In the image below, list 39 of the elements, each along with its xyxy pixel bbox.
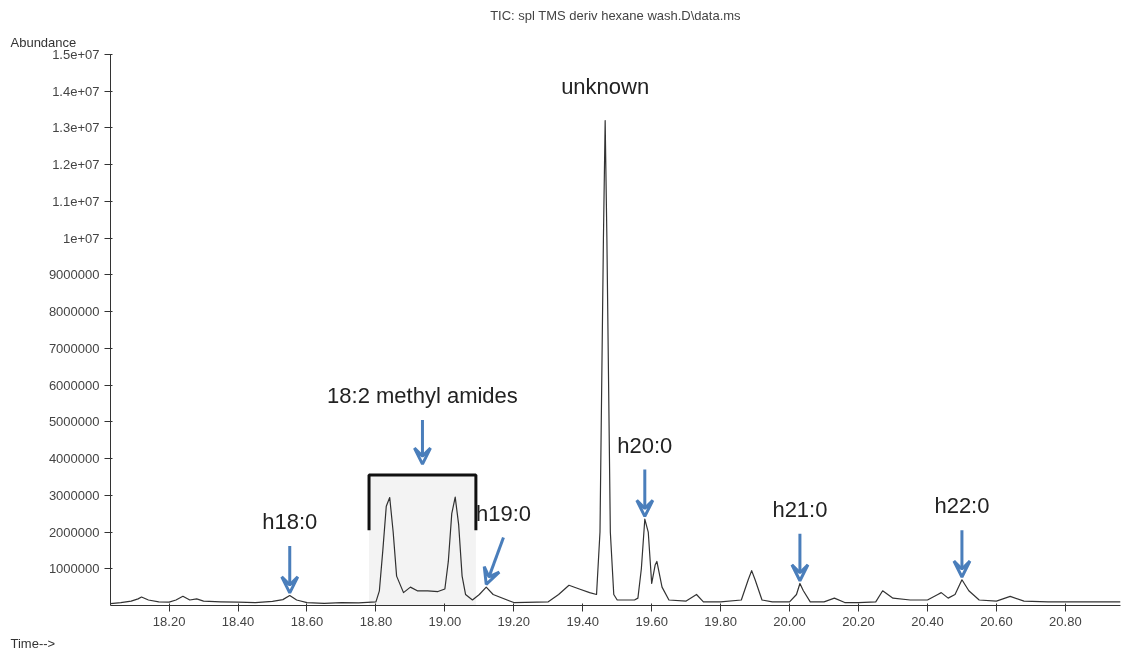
y-tick-label: 4000000 xyxy=(48,451,100,467)
y-tick-label: 8000000 xyxy=(48,304,100,320)
y-tick-label: 1.3e+07 xyxy=(52,120,100,136)
band-label: 18:2 methyl amides xyxy=(327,383,518,408)
y-tick-label: 2000000 xyxy=(48,524,100,540)
y-tick-label: 6000000 xyxy=(48,377,100,393)
x-tick-label: 19.40 xyxy=(566,613,600,629)
y-tick-label: 9000000 xyxy=(48,267,100,283)
x-axis-title: Time--> xyxy=(10,635,56,651)
x-tick-label: 19.20 xyxy=(497,613,531,629)
x-tick-label: 20.00 xyxy=(773,613,806,629)
y-tick-label: 5000000 xyxy=(48,414,100,430)
x-tick-label: 19.00 xyxy=(428,613,462,629)
y-tick-label: 1000000 xyxy=(48,561,100,577)
x-tick-label: 20.80 xyxy=(1049,613,1082,629)
y-tick-label: 1.5e+07 xyxy=(52,47,100,62)
x-tick-label: 18.80 xyxy=(359,613,393,629)
x-tick-label: 18.60 xyxy=(290,613,324,629)
annotation: h18:0 xyxy=(262,508,318,534)
x-tick-label: 20.40 xyxy=(911,613,944,629)
annotation: h22:0 xyxy=(934,493,990,519)
annotation: unknown xyxy=(561,73,650,99)
x-tick-label: 19.60 xyxy=(635,613,668,629)
y-axis-title: Abundance xyxy=(10,34,77,50)
annotation: h20:0 xyxy=(617,432,673,458)
y-tick-label: 1.1e+07 xyxy=(52,193,100,209)
x-tick-label: 18.40 xyxy=(221,613,255,629)
x-tick-label: 19.80 xyxy=(704,613,737,629)
x-tick-label: 20.20 xyxy=(842,613,875,629)
x-tick-label: 18.20 xyxy=(152,613,186,629)
y-tick-label: 3000000 xyxy=(48,487,100,503)
x-tick-label: 20.60 xyxy=(980,613,1013,629)
annotation: h21:0 xyxy=(772,496,828,522)
chart-title: TIC: spl TMS deriv hexane wash.D\data.ms xyxy=(490,7,742,23)
y-tick-label: 1.2e+07 xyxy=(52,157,100,173)
y-tick-label: 1e+07 xyxy=(62,230,100,246)
y-tick-label: 1.4e+07 xyxy=(52,83,100,99)
y-tick-label: 7000000 xyxy=(48,340,100,356)
annotation: h19:0 xyxy=(475,500,531,526)
